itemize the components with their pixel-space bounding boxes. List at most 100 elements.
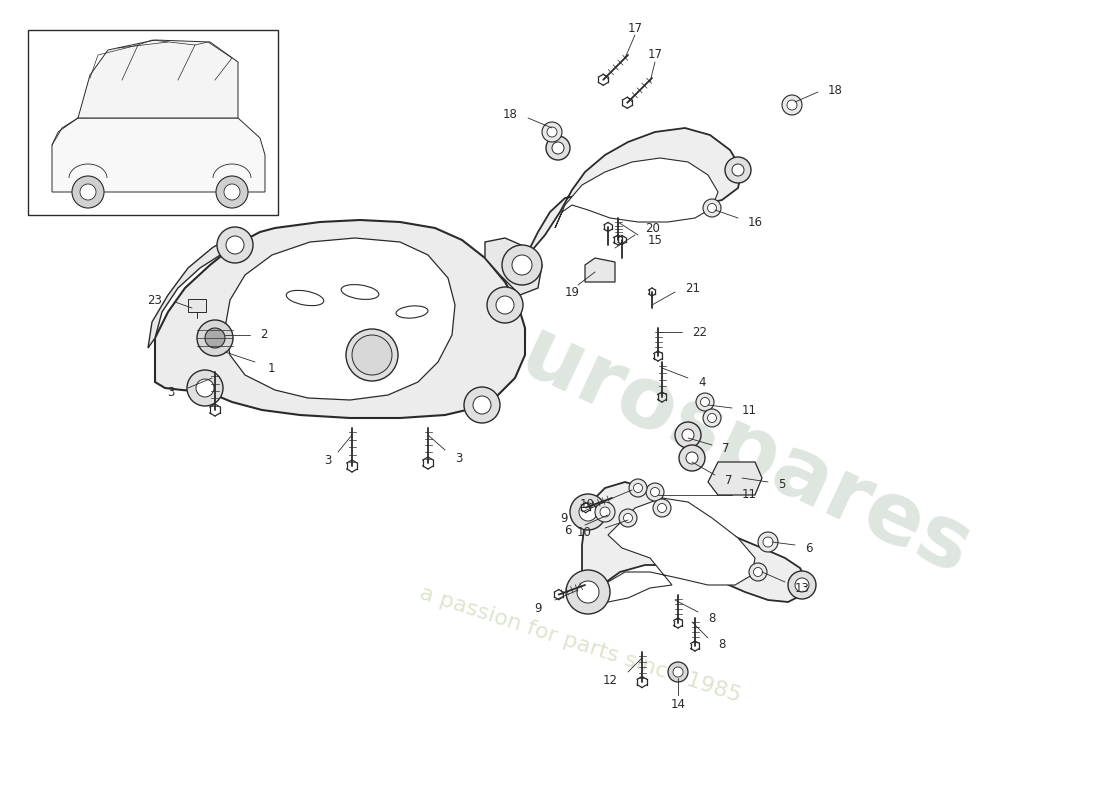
Text: 9: 9 (561, 511, 568, 525)
Circle shape (658, 503, 667, 513)
Circle shape (512, 262, 524, 274)
Polygon shape (78, 40, 238, 118)
Circle shape (725, 157, 751, 183)
Ellipse shape (286, 290, 323, 306)
Circle shape (763, 537, 773, 547)
Circle shape (359, 342, 385, 368)
Text: 14: 14 (671, 698, 685, 710)
Circle shape (653, 499, 671, 517)
Circle shape (80, 184, 96, 200)
Text: 13: 13 (795, 582, 810, 594)
Circle shape (749, 563, 767, 581)
Circle shape (758, 532, 778, 552)
Circle shape (600, 507, 610, 517)
Text: 1: 1 (268, 362, 275, 374)
Circle shape (570, 494, 606, 530)
Circle shape (352, 335, 392, 375)
Text: eurospares: eurospares (455, 287, 984, 593)
Text: 22: 22 (692, 326, 707, 338)
Text: 7: 7 (725, 474, 733, 486)
Ellipse shape (396, 306, 428, 318)
Circle shape (675, 422, 701, 448)
Text: 19: 19 (564, 286, 580, 298)
Circle shape (732, 164, 744, 176)
Text: 5: 5 (778, 478, 785, 491)
Text: 10: 10 (580, 498, 595, 511)
Circle shape (224, 184, 240, 200)
Circle shape (650, 487, 660, 497)
Text: 16: 16 (748, 215, 763, 229)
Bar (28, 30, 278, 215)
Circle shape (512, 255, 532, 275)
Text: 7: 7 (722, 442, 729, 454)
Circle shape (619, 509, 637, 527)
Circle shape (703, 409, 720, 427)
Circle shape (595, 502, 615, 522)
Circle shape (187, 370, 223, 406)
Circle shape (578, 581, 600, 603)
Text: 6: 6 (805, 542, 813, 554)
Circle shape (464, 387, 500, 423)
Text: 21: 21 (685, 282, 700, 294)
Circle shape (701, 398, 710, 406)
Text: 8: 8 (708, 611, 715, 625)
Text: 4: 4 (698, 375, 705, 389)
Polygon shape (485, 238, 542, 295)
Circle shape (547, 127, 557, 137)
Polygon shape (708, 462, 762, 495)
Polygon shape (226, 238, 455, 400)
Text: 11: 11 (742, 489, 757, 502)
Text: 9: 9 (535, 602, 542, 614)
Circle shape (646, 483, 664, 501)
Circle shape (205, 328, 225, 348)
Polygon shape (556, 158, 718, 228)
Circle shape (673, 667, 683, 677)
Circle shape (216, 176, 248, 208)
Ellipse shape (341, 285, 378, 299)
Polygon shape (585, 258, 615, 282)
Text: 18: 18 (503, 109, 518, 122)
Circle shape (686, 452, 698, 464)
Circle shape (634, 483, 642, 493)
Circle shape (226, 236, 244, 254)
Text: 17: 17 (627, 22, 642, 34)
Circle shape (196, 379, 214, 397)
Circle shape (682, 429, 694, 441)
Text: 11: 11 (742, 403, 757, 417)
Circle shape (703, 199, 720, 217)
Circle shape (629, 479, 647, 497)
Circle shape (782, 95, 802, 115)
Circle shape (707, 414, 716, 422)
Circle shape (795, 578, 808, 592)
Circle shape (217, 227, 253, 263)
Circle shape (346, 329, 398, 381)
Circle shape (473, 396, 491, 414)
Circle shape (502, 245, 542, 285)
Circle shape (579, 503, 597, 521)
Polygon shape (52, 118, 265, 192)
Polygon shape (600, 498, 755, 602)
Text: 2: 2 (260, 329, 267, 342)
Circle shape (505, 255, 531, 281)
Circle shape (72, 176, 104, 208)
Text: 6: 6 (564, 523, 572, 537)
Text: 12: 12 (603, 674, 618, 686)
Text: 17: 17 (648, 49, 662, 62)
Circle shape (552, 142, 564, 154)
Text: 3: 3 (455, 451, 462, 465)
Polygon shape (582, 482, 808, 602)
Text: 8: 8 (718, 638, 725, 651)
Circle shape (754, 567, 762, 577)
Circle shape (788, 571, 816, 599)
Polygon shape (148, 238, 235, 348)
Bar (188, 299, 206, 312)
Text: 20: 20 (645, 222, 660, 234)
Circle shape (624, 514, 632, 522)
Circle shape (696, 393, 714, 411)
Circle shape (496, 296, 514, 314)
Text: 15: 15 (648, 234, 663, 246)
Circle shape (546, 136, 570, 160)
Text: 10: 10 (578, 526, 592, 538)
Text: a passion for parts since 1985: a passion for parts since 1985 (417, 583, 744, 706)
Text: 3: 3 (324, 454, 332, 466)
